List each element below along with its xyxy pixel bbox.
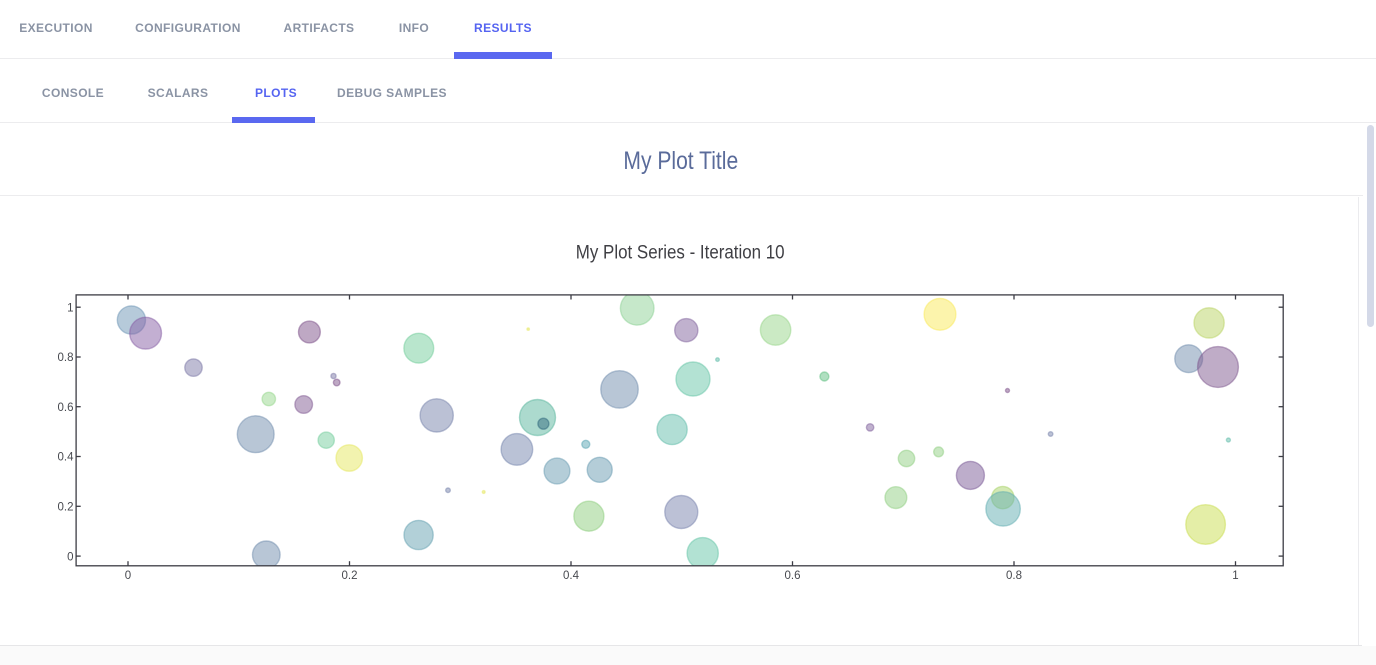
svg-text:0.6: 0.6 [58,402,74,414]
svg-text:0.8: 0.8 [1006,570,1022,582]
svg-text:My Plot Title: My Plot Title [623,147,738,175]
svg-text:My Plot Series - Iteration 10: My Plot Series - Iteration 10 [576,243,785,264]
svg-text:0: 0 [125,570,131,582]
svg-text:0: 0 [67,551,73,563]
svg-text:0.4: 0.4 [58,452,75,464]
svg-text:1: 1 [67,302,73,314]
svg-text:0.4: 0.4 [563,570,580,582]
svg-text:0.6: 0.6 [785,570,801,582]
svg-text:1: 1 [1232,570,1238,582]
svg-text:0.8: 0.8 [58,352,74,364]
svg-text:0.2: 0.2 [58,502,74,514]
svg-text:0.2: 0.2 [342,570,358,582]
